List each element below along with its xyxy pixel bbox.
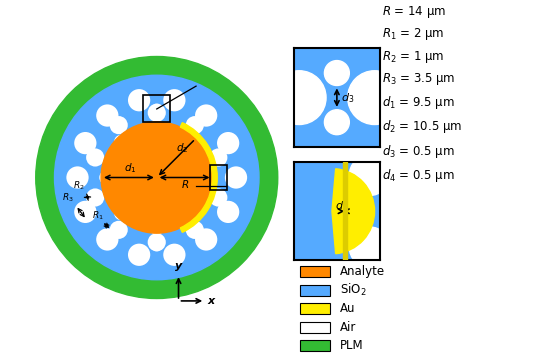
Circle shape	[217, 132, 239, 154]
Circle shape	[96, 228, 118, 251]
Circle shape	[163, 244, 185, 266]
Text: Au: Au	[340, 302, 355, 315]
Circle shape	[185, 135, 200, 149]
Circle shape	[200, 170, 215, 185]
Point	[230, 119, 236, 123]
Circle shape	[128, 244, 150, 266]
Circle shape	[348, 71, 402, 125]
Circle shape	[209, 189, 227, 207]
Text: PLM: PLM	[340, 339, 364, 352]
Circle shape	[163, 89, 185, 111]
Circle shape	[151, 239, 163, 251]
Bar	[300, 303, 330, 315]
Text: Analyte: Analyte	[340, 266, 385, 278]
Text: $d_1$: $d_1$	[124, 162, 136, 175]
Circle shape	[54, 75, 259, 280]
Bar	[343, 162, 348, 261]
Circle shape	[101, 122, 212, 233]
Circle shape	[74, 201, 96, 223]
Circle shape	[86, 148, 104, 166]
Circle shape	[114, 206, 129, 220]
Text: $R_1$: $R_1$	[92, 209, 104, 222]
Circle shape	[128, 89, 150, 111]
Circle shape	[109, 221, 128, 239]
Circle shape	[150, 120, 164, 135]
Text: $d_4$: $d_4$	[336, 200, 349, 213]
Circle shape	[100, 170, 114, 185]
Circle shape	[186, 221, 204, 239]
Circle shape	[114, 135, 129, 149]
Circle shape	[272, 71, 326, 125]
Bar	[210, 165, 227, 190]
Point	[214, 86, 221, 90]
Bar	[300, 266, 330, 278]
Text: SiO$_2$: SiO$_2$	[340, 282, 366, 299]
Bar	[300, 340, 330, 351]
Text: $R$ = 14 μm
$R_1$ = 2 μm
$R_2$ = 1 μm
$R_3$ = 3.5 μm: $R$ = 14 μm $R_1$ = 2 μm $R_2$ = 1 μm $R…	[382, 4, 456, 87]
Circle shape	[186, 116, 204, 134]
Circle shape	[324, 61, 349, 86]
Text: $d_3$: $d_3$	[341, 91, 354, 104]
Circle shape	[147, 233, 166, 251]
Circle shape	[225, 166, 247, 189]
Circle shape	[36, 56, 278, 299]
Circle shape	[195, 104, 217, 127]
Circle shape	[324, 110, 349, 135]
Circle shape	[349, 227, 390, 268]
Circle shape	[148, 104, 166, 122]
Bar	[144, 95, 170, 122]
Bar	[300, 285, 330, 296]
Circle shape	[96, 104, 118, 127]
Bar	[300, 322, 330, 333]
Text: $d_1$ = 9.5 μm
$d_2$ = 10.5 μm
$d_3$ = 0.5 μm
$d_4$ = 0.5 μm: $d_1$ = 9.5 μm $d_2$ = 10.5 μm $d_3$ = 0…	[382, 94, 463, 184]
Circle shape	[209, 148, 227, 166]
Text: $R$: $R$	[181, 179, 189, 190]
Circle shape	[151, 104, 163, 116]
Text: x: x	[207, 296, 214, 306]
Wedge shape	[332, 169, 375, 254]
Line: 2 pts: 2 pts	[157, 86, 196, 109]
Wedge shape	[180, 123, 217, 232]
Text: $d_2$: $d_2$	[176, 141, 189, 155]
Text: Air: Air	[340, 321, 356, 334]
Text: $R_3$: $R_3$	[62, 191, 74, 204]
Circle shape	[150, 220, 164, 235]
Point	[230, 76, 236, 81]
Circle shape	[195, 228, 217, 251]
Circle shape	[67, 166, 89, 189]
Circle shape	[74, 132, 96, 154]
Circle shape	[217, 201, 239, 223]
Text: y: y	[175, 262, 182, 272]
Circle shape	[349, 155, 390, 196]
Circle shape	[86, 189, 104, 207]
Point	[242, 119, 249, 123]
Circle shape	[109, 116, 128, 134]
Circle shape	[185, 206, 200, 220]
Text: $R_2$: $R_2$	[73, 179, 84, 192]
